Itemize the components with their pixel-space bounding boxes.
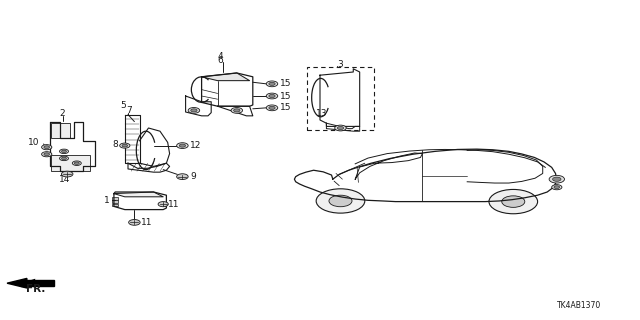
Text: 7: 7 bbox=[126, 106, 132, 115]
Circle shape bbox=[552, 185, 562, 190]
Circle shape bbox=[177, 174, 188, 180]
Text: 2: 2 bbox=[60, 109, 65, 118]
Circle shape bbox=[269, 82, 275, 85]
Circle shape bbox=[42, 152, 52, 157]
Text: TK4AB1370: TK4AB1370 bbox=[557, 301, 602, 310]
Circle shape bbox=[231, 108, 243, 113]
Text: 13: 13 bbox=[316, 109, 328, 118]
Circle shape bbox=[122, 144, 127, 147]
Text: 11: 11 bbox=[141, 218, 152, 227]
Bar bbox=[51, 155, 90, 171]
Circle shape bbox=[42, 145, 52, 150]
Circle shape bbox=[191, 109, 197, 112]
Circle shape bbox=[72, 161, 81, 165]
Circle shape bbox=[269, 106, 275, 109]
Circle shape bbox=[188, 108, 200, 113]
Text: 5: 5 bbox=[120, 101, 126, 110]
Circle shape bbox=[158, 202, 168, 207]
Text: FR.: FR. bbox=[26, 284, 45, 294]
Circle shape bbox=[502, 196, 525, 207]
Circle shape bbox=[329, 195, 352, 207]
Bar bbox=[51, 123, 70, 138]
Circle shape bbox=[234, 109, 240, 112]
Polygon shape bbox=[114, 192, 163, 197]
Text: 14: 14 bbox=[59, 175, 70, 184]
Text: 9: 9 bbox=[190, 172, 196, 181]
Circle shape bbox=[554, 186, 559, 188]
Circle shape bbox=[60, 156, 68, 161]
Circle shape bbox=[60, 149, 68, 154]
Circle shape bbox=[129, 220, 140, 225]
Circle shape bbox=[337, 126, 344, 130]
Bar bbox=[307, 67, 374, 130]
Circle shape bbox=[316, 189, 365, 213]
Polygon shape bbox=[7, 278, 27, 288]
Circle shape bbox=[269, 94, 275, 98]
Text: 6: 6 bbox=[218, 56, 223, 65]
Text: 10: 10 bbox=[28, 138, 39, 147]
Circle shape bbox=[266, 81, 278, 87]
Circle shape bbox=[552, 177, 561, 181]
Bar bbox=[112, 204, 118, 206]
Circle shape bbox=[44, 146, 49, 148]
FancyArrow shape bbox=[21, 279, 54, 288]
Circle shape bbox=[44, 153, 49, 156]
Circle shape bbox=[61, 171, 73, 177]
Text: 12: 12 bbox=[190, 141, 202, 150]
Circle shape bbox=[266, 93, 278, 99]
Polygon shape bbox=[21, 280, 54, 286]
Circle shape bbox=[266, 105, 278, 111]
Text: 4: 4 bbox=[218, 52, 223, 60]
Circle shape bbox=[489, 189, 538, 214]
Text: 15: 15 bbox=[280, 92, 291, 100]
Text: 1: 1 bbox=[104, 196, 110, 204]
Circle shape bbox=[61, 150, 67, 153]
Circle shape bbox=[120, 143, 130, 148]
Bar bbox=[112, 197, 118, 200]
Circle shape bbox=[61, 157, 67, 160]
Circle shape bbox=[179, 144, 186, 147]
Text: 15: 15 bbox=[280, 79, 291, 88]
Circle shape bbox=[549, 175, 564, 183]
Circle shape bbox=[335, 125, 346, 131]
Bar bbox=[112, 200, 118, 203]
Polygon shape bbox=[202, 73, 250, 81]
Text: 11: 11 bbox=[168, 200, 180, 209]
Text: 15: 15 bbox=[280, 103, 291, 112]
Circle shape bbox=[177, 143, 188, 148]
Text: 3: 3 bbox=[337, 60, 343, 68]
Circle shape bbox=[74, 162, 79, 164]
Text: 8: 8 bbox=[112, 140, 118, 148]
